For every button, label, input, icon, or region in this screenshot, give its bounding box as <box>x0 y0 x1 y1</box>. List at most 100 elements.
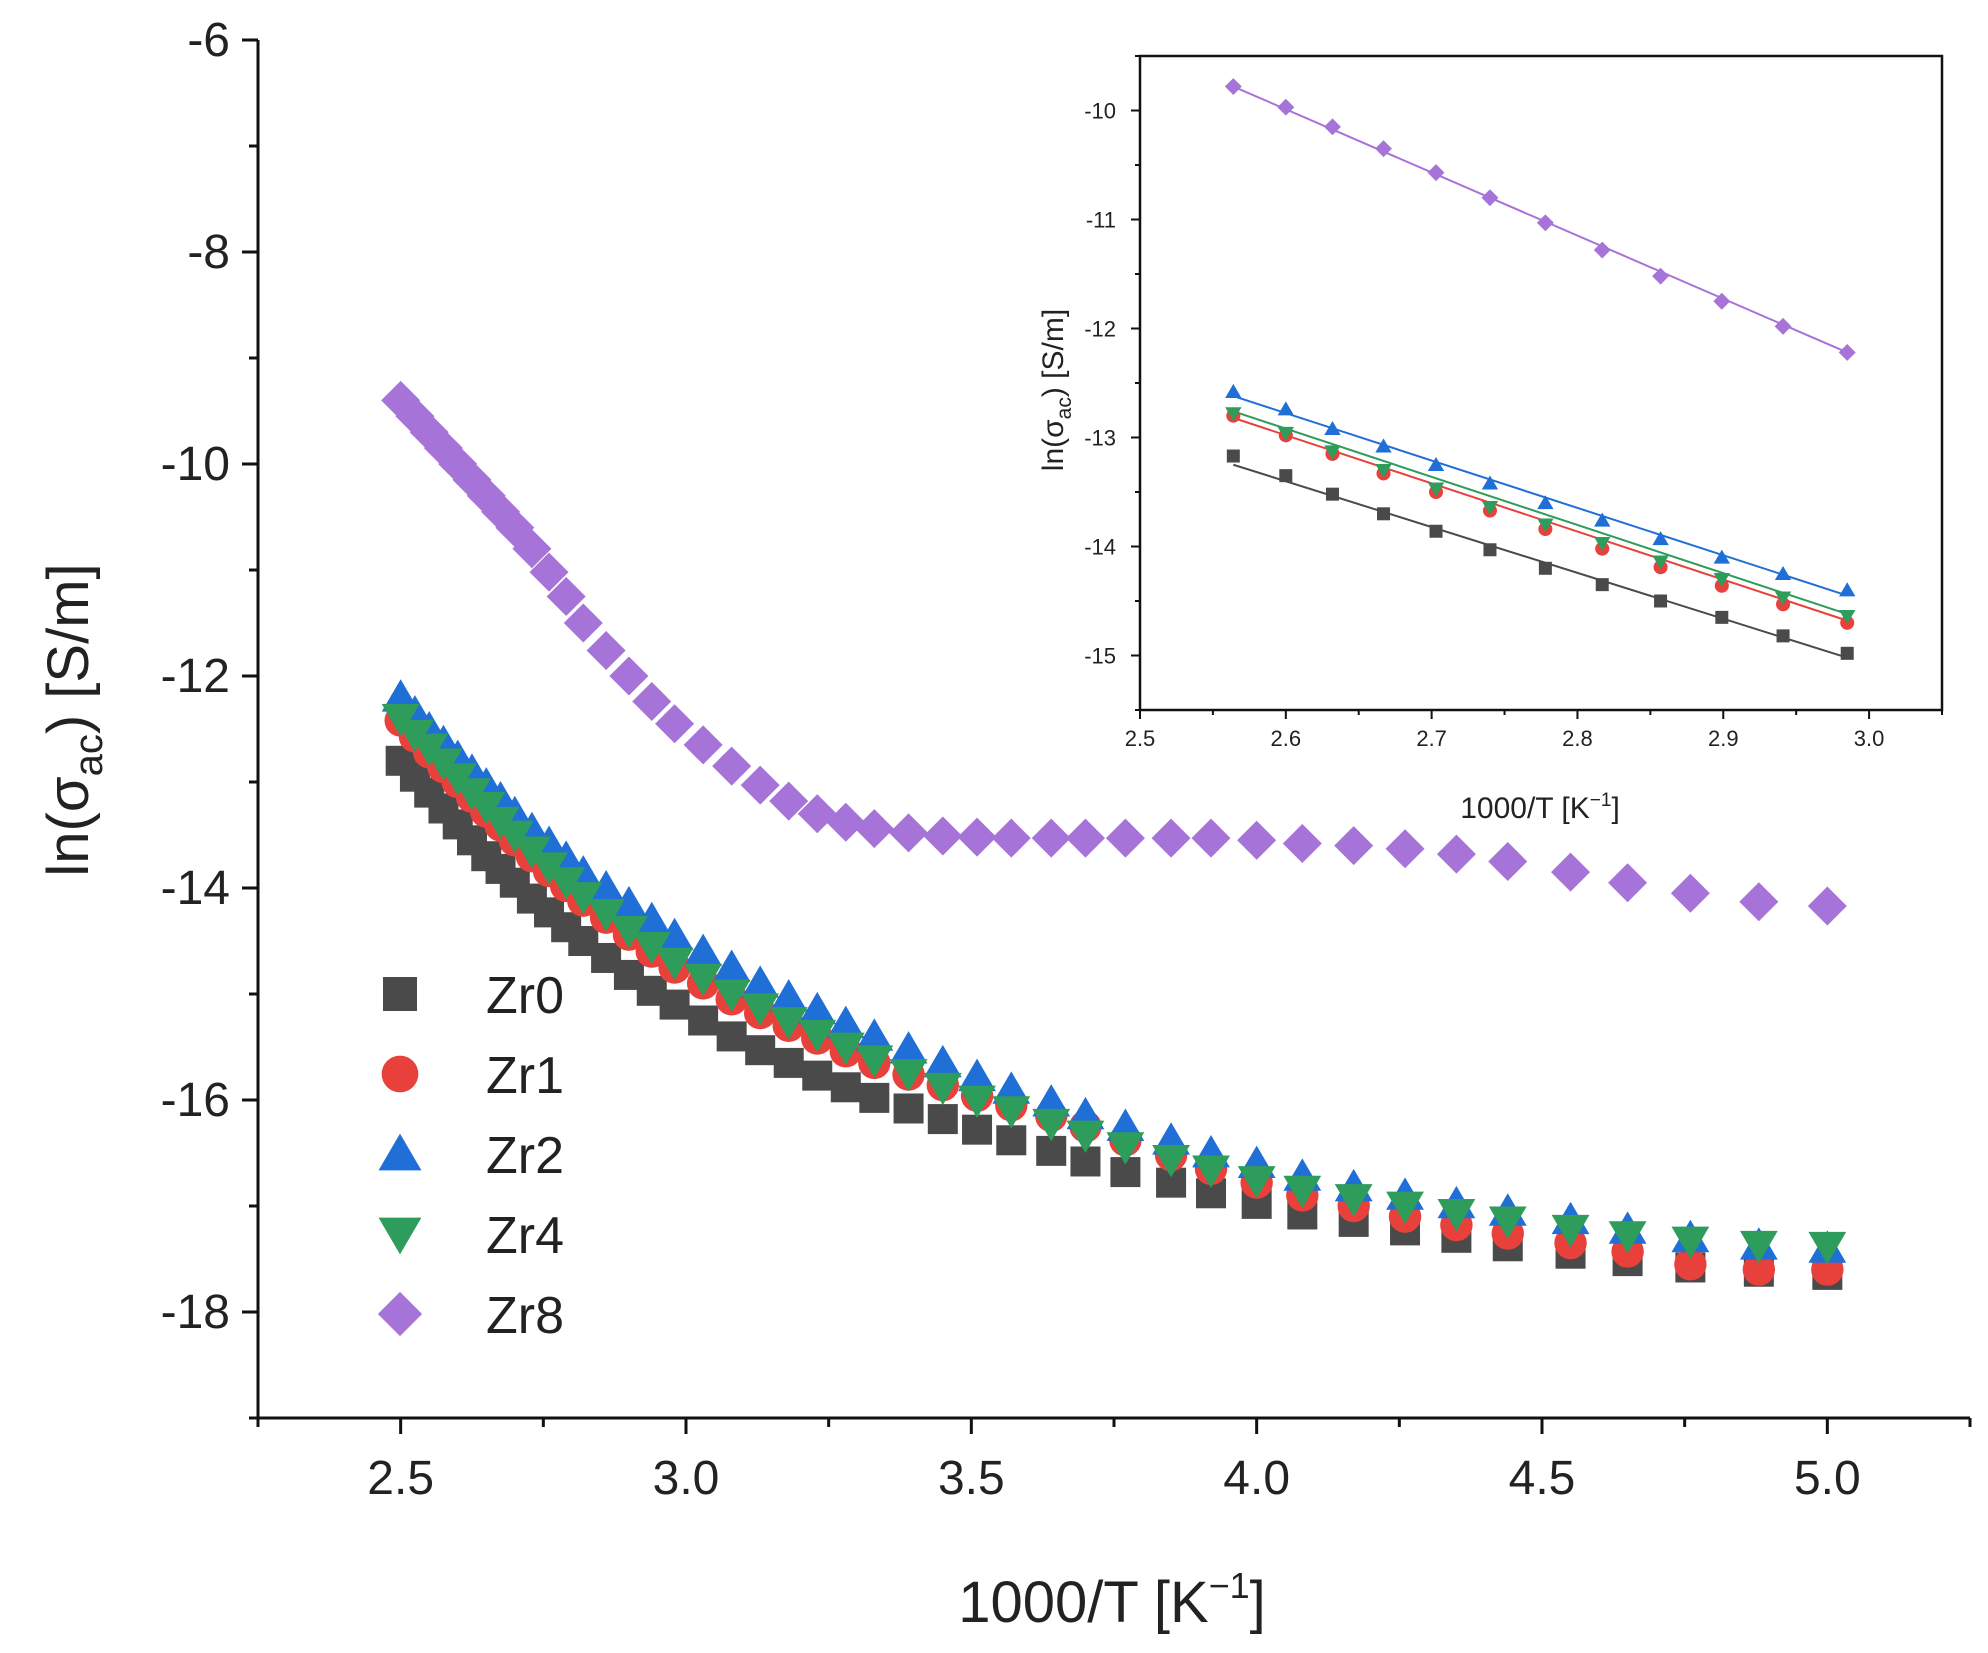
main-series-zr0 <box>385 745 1843 1290</box>
main-point-zr0 <box>996 1125 1027 1156</box>
main-point-zr4 <box>1283 1175 1322 1209</box>
inset-point-zr2 <box>1375 438 1392 453</box>
main-point-zr8 <box>1282 823 1322 863</box>
main-point-zr8 <box>1807 886 1847 926</box>
inset-series-zr8 <box>1224 78 1856 361</box>
main-point-zr4 <box>1437 1199 1476 1232</box>
main-y-tick-label: -10 <box>161 438 230 491</box>
main-point-zr8 <box>769 781 809 821</box>
inset-point-zr0 <box>1776 629 1790 643</box>
inset-x-axis-title-main: 1000/T [K <box>1460 792 1590 825</box>
main-x-tick-label: 2.5 <box>367 1452 434 1505</box>
inset-x-axis-title: 1000/T [K−1] <box>1460 790 1620 825</box>
main-point-zr8 <box>546 577 586 616</box>
main-point-zr4 <box>1066 1120 1105 1153</box>
main-point-zr0 <box>802 1060 833 1091</box>
main-point-zr2 <box>587 870 626 903</box>
main-point-zr4 <box>1808 1231 1847 1265</box>
main-point-zr4 <box>1488 1206 1527 1239</box>
main-point-zr2 <box>889 1031 928 1064</box>
main-point-zr4 <box>610 916 648 949</box>
inset-x-tick-label: 2.5 <box>1125 726 1156 751</box>
inset-point-zr2 <box>1839 582 1856 597</box>
main-x-axis-title-superscript: −1 <box>1209 1565 1250 1606</box>
inset-markers <box>1224 78 1856 660</box>
main-markers <box>381 380 1847 1290</box>
inset-y-axis-title: ln(σac) [S/m] <box>1037 309 1076 471</box>
main-point-zr0 <box>659 989 690 1020</box>
main-point-zr0 <box>962 1114 993 1145</box>
main-point-zr8 <box>923 816 963 856</box>
main-point-zr8 <box>609 656 649 696</box>
inset-point-zr8 <box>1536 214 1554 232</box>
legend-marker-zr1 <box>381 1055 419 1093</box>
legend-item-zr1: Zr1 <box>381 1047 564 1105</box>
main-point-zr2 <box>769 979 808 1012</box>
inset-point-zr0 <box>1279 469 1293 483</box>
inset-point-zr0 <box>1429 524 1443 538</box>
main-series-zr1 <box>384 704 1844 1286</box>
main-point-zr2 <box>610 885 648 919</box>
inset-x-tick-label: 2.9 <box>1708 726 1739 751</box>
main-x-tick-label: 5.0 <box>1794 1452 1861 1505</box>
main-point-zr0 <box>830 1072 861 1103</box>
main-point-zr4 <box>1032 1108 1071 1142</box>
legend-item-zr2: Zr2 <box>378 1127 564 1185</box>
inset-point-zr2 <box>1277 401 1295 416</box>
inset-point-zr8 <box>1277 98 1295 116</box>
legend-item-zr0: Zr0 <box>383 967 564 1025</box>
inset-x-tick-label: 2.8 <box>1562 726 1593 751</box>
inset-point-zr4 <box>1652 555 1669 570</box>
inset-point-zr2 <box>1537 495 1554 510</box>
main-point-zr4 <box>889 1059 928 1092</box>
inset-x-tick-label: 2.7 <box>1416 726 1447 751</box>
main-y-tick-label: -14 <box>161 862 230 915</box>
legend: Zr0 Zr1 Zr2 Zr4 Zr8 <box>377 967 564 1345</box>
inset-point-zr0 <box>1654 594 1668 608</box>
main-y-tick-label: -18 <box>161 1286 230 1339</box>
main-axis-ticks: 2.5 3.0 3.5 4.0 4.5 5.0 -6 -8 -10 -12 -14 -16 -18 <box>161 14 1972 1505</box>
inset-point-zr8 <box>1713 292 1731 310</box>
main-point-zr4 <box>855 1045 894 1078</box>
main-point-zr8 <box>854 809 894 849</box>
main-y-tick-label: -6 <box>187 14 230 67</box>
main-point-zr4 <box>1192 1155 1230 1188</box>
main-point-zr4 <box>1106 1132 1145 1165</box>
inset-point-zr2 <box>1324 420 1341 436</box>
legend-marker-zr2 <box>378 1133 422 1171</box>
inset-point-zr4 <box>1277 426 1295 441</box>
main-point-zr0 <box>745 1035 776 1066</box>
main-point-zr4 <box>923 1072 962 1106</box>
inset-plot: 2.5 2.6 2.7 2.8 2.9 3.0 -10 -11 -12 -13 -14 -15 100… <box>1037 54 1944 825</box>
main-point-zr0 <box>688 1005 719 1036</box>
main-series-zr4 <box>381 704 1847 1265</box>
inset-point-zr4 <box>1537 518 1554 533</box>
inset-y-tick-label: -12 <box>1084 317 1116 342</box>
main-point-zr2 <box>798 991 837 1025</box>
inset-point-zr2 <box>1774 565 1792 580</box>
main-y-tick-label: -16 <box>161 1074 230 1127</box>
main-point-zr4 <box>684 963 723 997</box>
main-point-zr8 <box>683 725 723 765</box>
main-x-axis-title-main: 1000/T [K <box>958 1570 1209 1635</box>
inset-x-axis-title-end: ] <box>1611 792 1619 825</box>
inset-point-zr2 <box>1481 475 1499 490</box>
inset-point-zr2 <box>1713 549 1731 564</box>
main-point-zr8 <box>889 813 929 853</box>
main-point-zr8 <box>1237 820 1277 860</box>
main-point-zr8 <box>1551 852 1591 892</box>
main-y-axis-title-main: ln(σ <box>36 776 101 876</box>
main-x-axis-title: 1000/T [K−1] <box>958 1565 1266 1635</box>
main-point-zr4 <box>826 1032 865 1065</box>
main-point-zr1 <box>1674 1248 1707 1281</box>
legend-marker-zr0 <box>383 977 417 1011</box>
inset-point-zr8 <box>1375 140 1392 158</box>
inset-point-zr0 <box>1538 561 1552 575</box>
main-point-zr4 <box>1608 1221 1647 1254</box>
main-y-tick-label: -8 <box>187 226 230 279</box>
main-point-zr4 <box>587 899 626 932</box>
main-point-zr8 <box>797 794 837 834</box>
inset-point-zr4 <box>1774 591 1792 606</box>
main-point-zr8 <box>1436 834 1476 874</box>
